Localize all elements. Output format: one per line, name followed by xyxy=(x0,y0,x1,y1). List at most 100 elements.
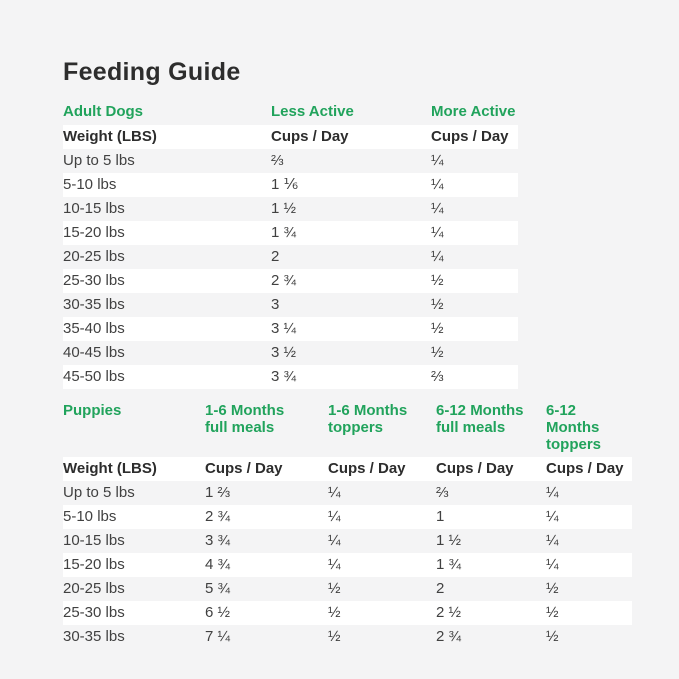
less-active-cell: 3 ½ xyxy=(271,344,297,361)
puppy-table-section-header: Puppies 1-6 Months full meals 1-6 Months… xyxy=(63,402,632,457)
table-row: 20-25 lbs 2 ¼ xyxy=(63,245,518,269)
weight-cell: 15-20 lbs xyxy=(63,556,125,573)
cups-per-day-header-4: Cups / Day xyxy=(546,460,624,477)
toppers-1-6-cell: ¼ xyxy=(328,556,341,573)
more-active-column-header: More Active xyxy=(431,103,516,120)
weight-cell: 35-40 lbs xyxy=(63,320,125,337)
table-row: 15-20 lbs 1 ¾ ¼ xyxy=(63,221,518,245)
toppers-6-12-cell: ¼ xyxy=(546,508,559,525)
more-active-cell: ¼ xyxy=(431,200,444,217)
weight-cell: 30-35 lbs xyxy=(63,296,125,313)
toppers-6-12-cell: ½ xyxy=(546,580,559,597)
toppers-1-6-cell: ½ xyxy=(328,580,341,597)
more-active-cell: ½ xyxy=(431,344,444,361)
adult-dogs-table: Adult Dogs Less Active More Active Weigh… xyxy=(63,103,518,389)
weight-cell: 20-25 lbs xyxy=(63,248,125,265)
full-meals-1-6-cell: 6 ½ xyxy=(205,604,231,621)
adult-table-section-header: Adult Dogs Less Active More Active xyxy=(63,103,518,125)
less-active-column-header: Less Active xyxy=(271,103,354,120)
less-active-cell: 3 ¾ xyxy=(271,368,297,385)
cups-per-day-header-2: Cups / Day xyxy=(328,460,406,477)
weight-cell: 30-35 lbs xyxy=(63,628,125,645)
full-meals-6-12-cell: 2 ¾ xyxy=(436,628,462,645)
cups-per-day-header-1: Cups / Day xyxy=(205,460,283,477)
adult-dogs-label: Adult Dogs xyxy=(63,103,143,120)
less-active-cell: 2 xyxy=(271,248,280,265)
puppies-table: Puppies 1-6 Months full meals 1-6 Months… xyxy=(63,402,632,649)
full-meals-1-6-cell: 2 ¾ xyxy=(205,508,231,525)
puppies-label: Puppies xyxy=(63,402,122,419)
puppy-table-body: Up to 5 lbs 1 ⅔ ¼ ⅔ ¼ 5-10 lbs 2 ¾ ¼ 1 ¼… xyxy=(63,481,632,649)
toppers-1-6-cell: ½ xyxy=(328,604,341,621)
adult-table-header-row: Weight (LBS) Cups / Day Cups / Day xyxy=(63,125,518,149)
full-meals-6-12-cell: ⅔ xyxy=(436,484,449,501)
full-meals-6-12-cell: 1 ¾ xyxy=(436,556,462,573)
toppers-6-12-cell: ½ xyxy=(546,604,559,621)
full-meals-1-6-cell: 1 ⅔ xyxy=(205,484,231,501)
cups-per-day-header-more: Cups / Day xyxy=(431,128,509,145)
toppers-1-6-cell: ¼ xyxy=(328,508,341,525)
less-active-cell: 1 ½ xyxy=(271,200,297,217)
weight-cell: 25-30 lbs xyxy=(63,272,125,289)
weight-cell: 45-50 lbs xyxy=(63,368,125,385)
less-active-cell: 3 ¼ xyxy=(271,320,297,337)
column-header-6-12-months-toppers: 6-12 Months toppers xyxy=(546,402,602,453)
cups-per-day-header-3: Cups / Day xyxy=(436,460,514,477)
weight-cell: 20-25 lbs xyxy=(63,580,125,597)
table-row: 10-15 lbs 1 ½ ¼ xyxy=(63,197,518,221)
column-header-6-12-months-full-meals: 6-12 Months full meals xyxy=(436,402,524,436)
column-header-1-6-months-full-meals: 1-6 Months full meals xyxy=(205,402,285,436)
cups-per-day-header-less: Cups / Day xyxy=(271,128,349,145)
full-meals-6-12-cell: 2 xyxy=(436,580,445,597)
full-meals-1-6-cell: 5 ¾ xyxy=(205,580,231,597)
table-row: 10-15 lbs 3 ¾ ¼ 1 ½ ¼ xyxy=(63,529,632,553)
weight-lbs-header: Weight (LBS) xyxy=(63,128,157,145)
more-active-cell: ¼ xyxy=(431,224,444,241)
weight-cell: 15-20 lbs xyxy=(63,224,125,241)
full-meals-6-12-cell: 2 ½ xyxy=(436,604,462,621)
weight-cell: Up to 5 lbs xyxy=(63,152,135,169)
weight-cell: 5-10 lbs xyxy=(63,508,117,525)
full-meals-1-6-cell: 7 ¼ xyxy=(205,628,231,645)
table-row: 25-30 lbs 6 ½ ½ 2 ½ ½ xyxy=(63,601,632,625)
toppers-6-12-cell: ½ xyxy=(546,628,559,645)
column-header-1-6-months-toppers: 1-6 Months toppers xyxy=(328,402,408,436)
table-row: 5-10 lbs 2 ¾ ¼ 1 ¼ xyxy=(63,505,632,529)
weight-lbs-header: Weight (LBS) xyxy=(63,460,157,477)
weight-cell: Up to 5 lbs xyxy=(63,484,135,501)
weight-cell: 40-45 lbs xyxy=(63,344,125,361)
more-active-cell: ¼ xyxy=(431,248,444,265)
table-row: 35-40 lbs 3 ¼ ½ xyxy=(63,317,518,341)
table-row: 45-50 lbs 3 ¾ ⅔ xyxy=(63,365,518,389)
table-row: 20-25 lbs 5 ¾ ½ 2 ½ xyxy=(63,577,632,601)
more-active-cell: ½ xyxy=(431,320,444,337)
toppers-6-12-cell: ¼ xyxy=(546,532,559,549)
full-meals-6-12-cell: 1 xyxy=(436,508,445,525)
table-row: 40-45 lbs 3 ½ ½ xyxy=(63,341,518,365)
more-active-cell: ¼ xyxy=(431,176,444,193)
toppers-6-12-cell: ¼ xyxy=(546,556,559,573)
table-row: 5-10 lbs 1 ⅙ ¼ xyxy=(63,173,518,197)
full-meals-1-6-cell: 4 ¾ xyxy=(205,556,231,573)
weight-cell: 10-15 lbs xyxy=(63,532,125,549)
table-row: 25-30 lbs 2 ¾ ½ xyxy=(63,269,518,293)
more-active-cell: ⅔ xyxy=(431,368,444,385)
weight-cell: 25-30 lbs xyxy=(63,604,125,621)
toppers-1-6-cell: ½ xyxy=(328,628,341,645)
less-active-cell: 1 ¾ xyxy=(271,224,297,241)
weight-cell: 10-15 lbs xyxy=(63,200,125,217)
weight-cell: 5-10 lbs xyxy=(63,176,117,193)
puppy-table-header-row: Weight (LBS) Cups / Day Cups / Day Cups … xyxy=(63,457,632,481)
toppers-6-12-cell: ¼ xyxy=(546,484,559,501)
toppers-1-6-cell: ¼ xyxy=(328,484,341,501)
less-active-cell: 1 ⅙ xyxy=(271,176,299,193)
table-row: 30-35 lbs 7 ¼ ½ 2 ¾ ½ xyxy=(63,625,632,649)
table-row: 15-20 lbs 4 ¾ ¼ 1 ¾ ¼ xyxy=(63,553,632,577)
less-active-cell: ⅔ xyxy=(271,152,284,169)
more-active-cell: ¼ xyxy=(431,152,444,169)
more-active-cell: ½ xyxy=(431,272,444,289)
toppers-1-6-cell: ¼ xyxy=(328,532,341,549)
less-active-cell: 2 ¾ xyxy=(271,272,297,289)
table-row: Up to 5 lbs 1 ⅔ ¼ ⅔ ¼ xyxy=(63,481,632,505)
